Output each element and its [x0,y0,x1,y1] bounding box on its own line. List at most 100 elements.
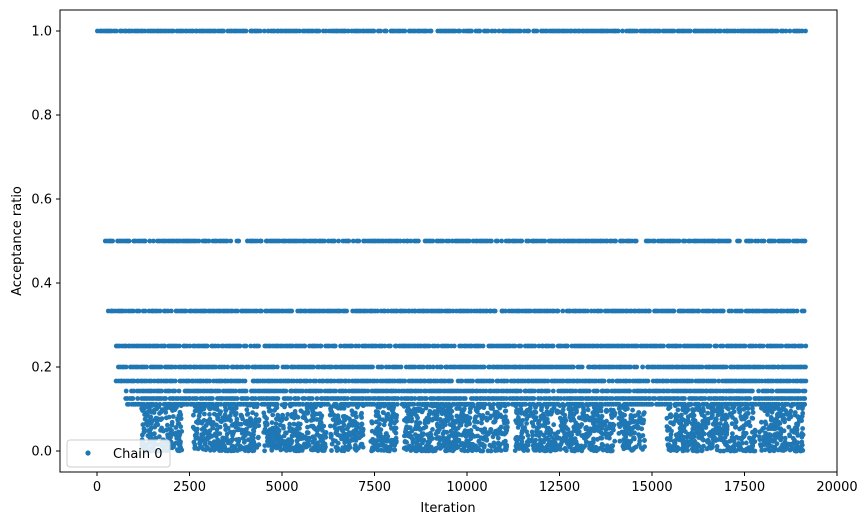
data-point [183,308,189,314]
data-point [376,414,382,420]
data-point [269,446,275,452]
data-point [360,403,366,409]
data-point [545,378,551,384]
data-point [561,403,567,409]
data-point [457,421,463,427]
data-point [591,436,596,442]
data-point [218,401,224,407]
data-point [518,28,523,34]
data-point [346,378,352,384]
data-point [233,405,239,411]
data-point [601,378,607,384]
data-point [435,343,441,349]
data-point [441,429,447,435]
data-point [579,364,585,370]
data-point [803,364,808,370]
data-point [701,408,706,414]
data-point [294,429,299,435]
data-point [729,308,734,314]
data-point [585,407,591,413]
data-point [251,432,256,437]
data-point [142,238,148,244]
data-point [473,414,479,420]
data-point [623,443,628,448]
data-point [620,28,625,34]
data-point [316,411,322,417]
data-point [516,417,522,423]
data-point [743,440,749,446]
data-point [439,444,444,450]
data-point [177,415,183,420]
data-point [264,416,269,421]
data-point [402,439,408,444]
data-point [623,434,629,440]
data-point [285,412,291,417]
data-point [464,429,470,435]
data-point [557,403,563,409]
data-point [760,343,766,349]
data-point [472,424,477,429]
data-point [240,364,246,370]
data-point [173,425,179,430]
data-point [177,432,183,438]
data-point [356,238,362,244]
data-point [575,445,581,451]
data-point [195,420,201,426]
data-point [176,388,182,394]
data-point [632,413,638,419]
data-point [202,411,207,417]
data-point [562,420,567,426]
data-point [520,425,526,431]
data-point [247,422,253,428]
data-point [490,434,496,440]
data-point [209,442,215,448]
data-point [335,446,341,452]
data-point [126,238,132,244]
data-point [329,404,335,410]
data-point [313,402,318,408]
data-point [344,308,349,314]
data-point [199,444,204,450]
data-point [163,396,169,401]
data-point [130,308,136,314]
data-point [794,308,800,314]
data-point [528,308,533,314]
data-point [307,378,313,384]
data-point [284,443,289,449]
data-point [583,439,589,445]
data-point [504,378,510,384]
data-point [397,238,403,244]
data-point [227,429,233,435]
data-point [234,437,239,443]
data-point [380,417,386,423]
data-point [530,420,535,426]
data-point [513,403,518,409]
data-point [443,442,449,448]
data-point [550,343,556,349]
data-point [720,343,726,349]
data-point [423,424,429,430]
data-point [266,408,272,414]
data-point [730,405,736,411]
data-point [512,448,518,453]
data-point [560,308,566,314]
data-point [224,415,230,420]
data-point [407,425,413,430]
data-point [146,404,151,409]
data-point [245,396,250,401]
data-point [568,435,574,441]
data-point [333,420,339,426]
data-point [707,308,712,314]
data-point [617,421,623,427]
data-point [416,408,421,414]
data-point [589,440,595,445]
data-point [316,28,322,34]
data-point [634,343,640,349]
data-point [273,403,279,409]
data-point [146,409,152,414]
data-point [485,28,491,34]
data-point [421,437,427,443]
data-point [451,439,456,445]
data-point [450,418,456,423]
data-point [676,238,682,244]
